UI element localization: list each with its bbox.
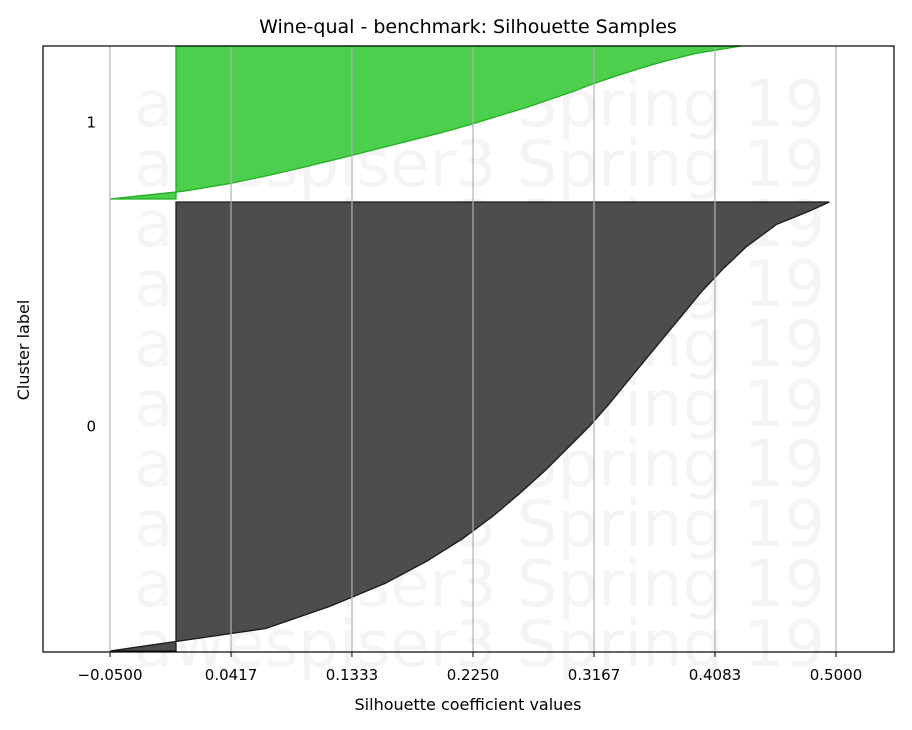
- grid-lines: [109, 46, 837, 652]
- x-tick-label: 0.1333: [326, 666, 379, 684]
- y-axis-ticks: 01: [86, 114, 96, 436]
- x-axis-label: Silhouette coefficient values: [355, 695, 582, 714]
- y-tick-label: 0: [86, 418, 96, 436]
- chart-title: Wine-qual - benchmark: Silhouette Sample…: [259, 16, 677, 38]
- plot-frame: [42, 45, 895, 653]
- x-tick-label: 0.2250: [447, 666, 500, 684]
- x-tick-label: 0.3167: [568, 666, 621, 684]
- y-axis-label: Cluster label: [14, 300, 33, 401]
- y-tick-label: 1: [86, 114, 96, 132]
- x-tick-label: −0.0500: [77, 666, 142, 684]
- x-tick-label: 0.4083: [689, 666, 742, 684]
- cluster-0-area: [109, 201, 830, 652]
- cluster-1-area: [109, 45, 742, 200]
- x-tick-label: 0.0417: [205, 666, 258, 684]
- x-axis-ticks: −0.0500 0.0417 0.1333 0.2250 0.3167 0.4083 0.5…: [77, 652, 862, 684]
- cluster-areas: [109, 45, 830, 652]
- x-tick-label: 0.5000: [810, 666, 863, 684]
